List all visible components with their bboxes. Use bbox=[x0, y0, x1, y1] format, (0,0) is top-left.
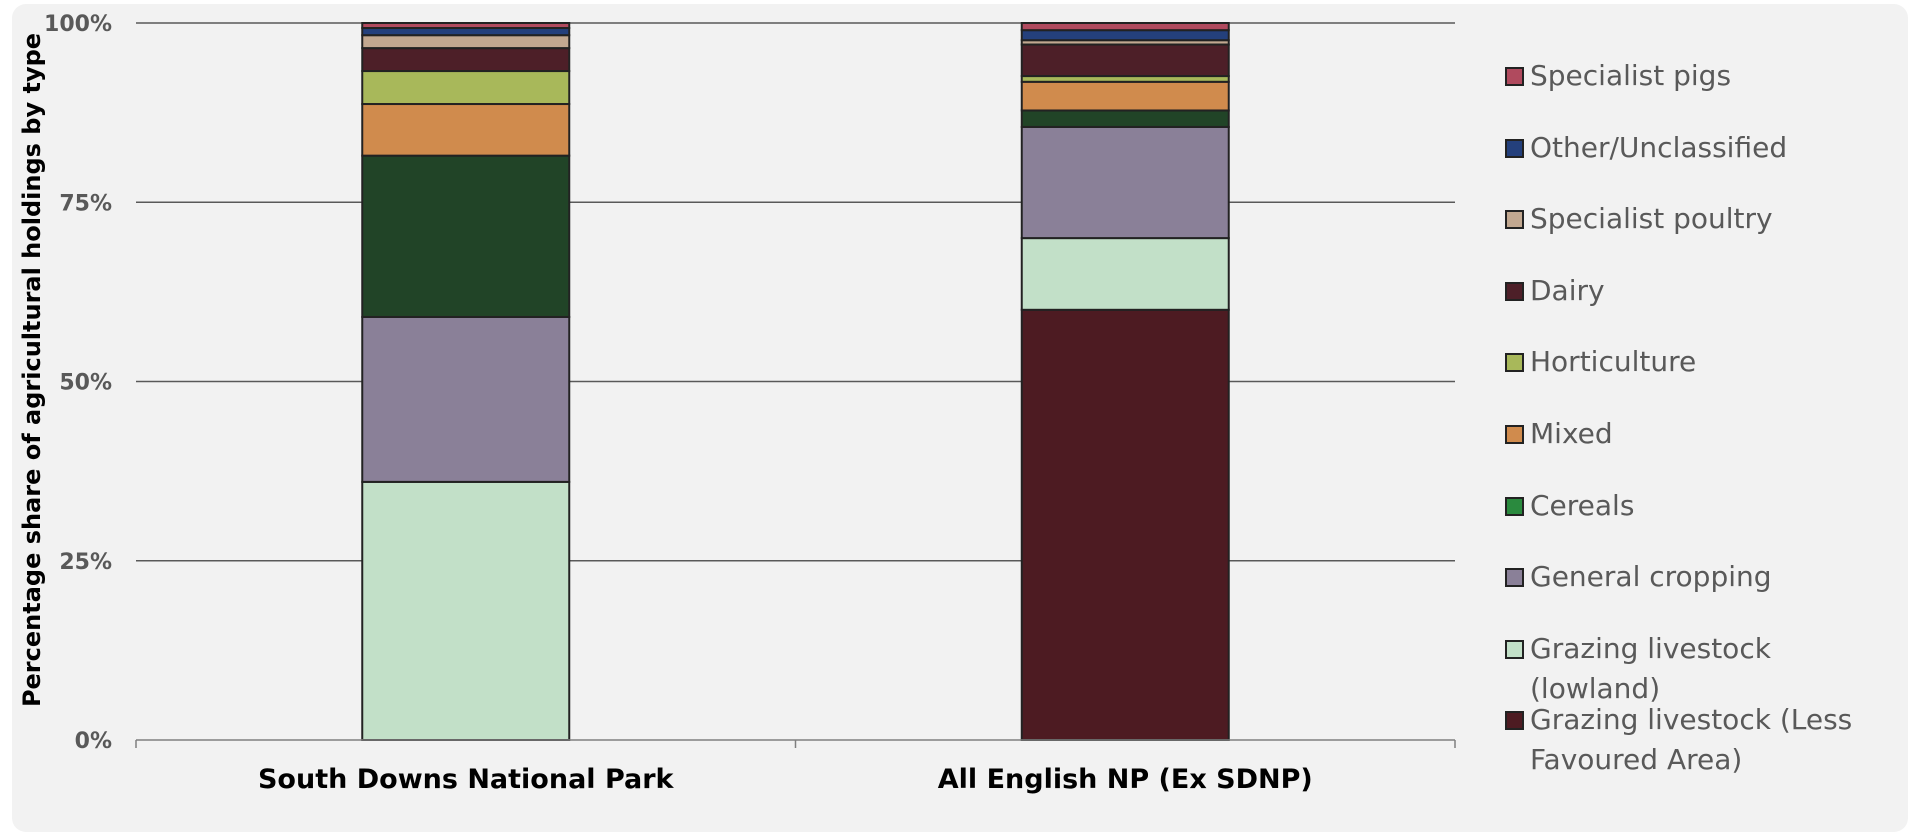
gridlines bbox=[136, 22, 1455, 562]
bar-segment bbox=[361, 70, 571, 106]
y-tick-label: 100% bbox=[44, 12, 112, 37]
bar-segment bbox=[361, 34, 571, 50]
legend-item: Other/Unclassified bbox=[1505, 128, 1890, 168]
legend-swatch bbox=[1505, 210, 1524, 230]
bar-segment bbox=[1020, 22, 1230, 32]
legend-swatch bbox=[1505, 138, 1524, 158]
legend-label: General cropping bbox=[1530, 560, 1772, 594]
y-axis-label-box: Percentage share of agricultural holding… bbox=[12, 20, 52, 720]
legend-label: Other/Unclassified bbox=[1530, 130, 1788, 164]
y-tick-label: 50% bbox=[59, 371, 112, 396]
legend-label: Grazing livestock (Less Favoured Area) bbox=[1530, 703, 1853, 777]
bar-segment bbox=[1020, 125, 1230, 240]
bar-segment bbox=[1020, 43, 1230, 78]
legend-label: Horticulture bbox=[1530, 345, 1697, 379]
y-axis-label: Percentage share of agricultural holding… bbox=[18, 32, 46, 708]
legend-label: Grazing livestock (lowland) bbox=[1530, 631, 1771, 705]
legend-swatch bbox=[1505, 639, 1524, 659]
bar-segment bbox=[361, 103, 571, 157]
legend-swatch bbox=[1505, 281, 1524, 301]
y-tick-label: 0% bbox=[75, 729, 112, 754]
bar-segment bbox=[361, 480, 571, 741]
y-tick-labels: 0% 25% 50% 75% 100% bbox=[44, 12, 112, 754]
bar-segment bbox=[1020, 237, 1230, 311]
legend-item: Grazing livestock (Less Favoured Area) bbox=[1505, 700, 1890, 780]
legend-item: Specialist pigs bbox=[1505, 56, 1890, 96]
legend-item: Specialist poultry bbox=[1505, 199, 1890, 239]
y-tick-label: 25% bbox=[59, 550, 112, 575]
legend-swatch bbox=[1505, 711, 1524, 731]
x-tick-label: South Downs National Park bbox=[258, 764, 675, 795]
bar-segment bbox=[1020, 80, 1230, 112]
bar-segment bbox=[1020, 109, 1230, 128]
legend-swatch bbox=[1505, 353, 1524, 373]
bar-segment bbox=[1020, 29, 1230, 42]
legend-label: Specialist poultry bbox=[1530, 202, 1773, 236]
legend-item: Grazing livestock (lowland) bbox=[1505, 629, 1890, 709]
legend-item: General cropping bbox=[1505, 557, 1890, 597]
bar-segment bbox=[361, 47, 571, 73]
legend-item: Horticulture bbox=[1505, 342, 1890, 382]
legend-label: Specialist pigs bbox=[1530, 59, 1732, 92]
legend-swatch bbox=[1505, 568, 1524, 588]
legend-swatch bbox=[1505, 67, 1524, 86]
legend-label: Mixed bbox=[1530, 417, 1613, 450]
x-tick-label: All English NP (Ex SDNP) bbox=[938, 764, 1313, 795]
legend-swatch bbox=[1505, 496, 1524, 516]
legend-swatch bbox=[1505, 425, 1524, 444]
y-tick-label: 75% bbox=[59, 191, 112, 216]
legend-item: Cereals bbox=[1505, 486, 1890, 526]
legend-item: Mixed bbox=[1505, 414, 1890, 454]
bars bbox=[361, 22, 1230, 741]
bar-segment bbox=[1020, 308, 1230, 741]
bar-segment bbox=[361, 22, 571, 30]
legend-item: Dairy bbox=[1505, 271, 1890, 311]
legend-label: Cereals bbox=[1530, 488, 1635, 522]
legend-label: Dairy bbox=[1530, 273, 1605, 307]
x-tick-labels: South Downs National Park All English NP … bbox=[258, 764, 1313, 795]
bar-segment bbox=[361, 315, 571, 483]
bar-segment bbox=[361, 27, 571, 37]
bar-segment bbox=[361, 154, 571, 318]
chart-panel bbox=[12, 4, 1908, 832]
axes bbox=[135, 739, 1456, 748]
